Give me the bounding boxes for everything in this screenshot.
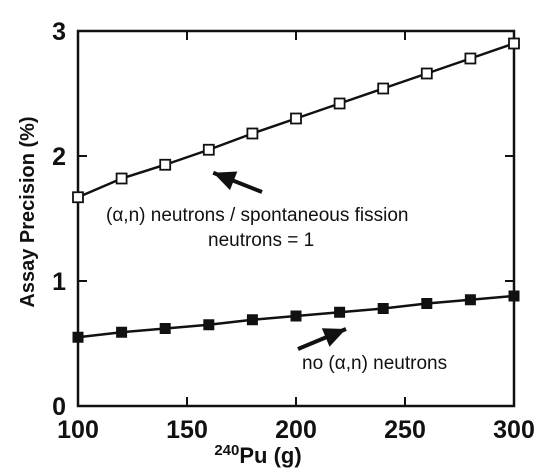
annotation-upper-line-1: (α,n) neutrons / spontaneous fission [106,205,409,226]
series-1-point-1 [116,326,128,338]
x-tick-label-0: 100 [57,416,99,444]
y-tick-label-2: 2 [52,143,66,171]
annotation-upper-line-2: neutrons = 1 [208,230,314,251]
series-0-point-4 [246,127,259,140]
x-tick-label-4: 300 [493,416,535,444]
x-tick-label-3: 250 [384,416,426,444]
annotation-upper-arrow-head [213,171,238,191]
series-1-point-8 [421,298,433,309]
series-1-point-3 [203,319,215,331]
series-1-point-6 [334,306,346,318]
series-1-point-9 [464,294,476,306]
y-tick-label-0: 0 [52,393,66,421]
annotation-lower-arrow-head [321,328,346,347]
plot-layer: 100 150 200 250 300 0 1 2 3 [52,18,535,444]
series-0-point-3 [202,143,215,156]
series-0-point-1 [115,172,128,185]
series-0-point-2 [159,158,172,171]
series-0-point-5 [290,112,302,125]
x-tick-label-2: 200 [275,416,317,444]
x-axis-label-superscript: 240 [214,442,239,459]
series-0-point-8 [420,67,433,80]
series-1-point-5 [290,310,302,322]
y-tick-label-3: 3 [52,18,66,46]
y-axis-label: Assay Precision (%) [17,116,39,307]
x-axis-label-main: Pu (g) [239,443,301,468]
series-1-point-7 [377,303,389,314]
x-tick-label-1: 150 [166,416,208,444]
series-0-point-9 [464,52,477,65]
series-1-point-4 [246,314,258,326]
series-1-point-0 [72,331,84,343]
series-1-point-10 [508,290,520,302]
series-0-point-6 [333,97,346,110]
series-0-point-7 [377,82,390,95]
series-1-point-2 [159,323,171,334]
series-0-point-10 [508,37,520,50]
y-tick-label-1: 1 [52,268,66,296]
x-axis-label: 240Pu (g) [214,442,301,468]
annotation-lower-line-1: no (α,n) neutrons [302,353,447,374]
series-0-point-0 [72,191,84,204]
